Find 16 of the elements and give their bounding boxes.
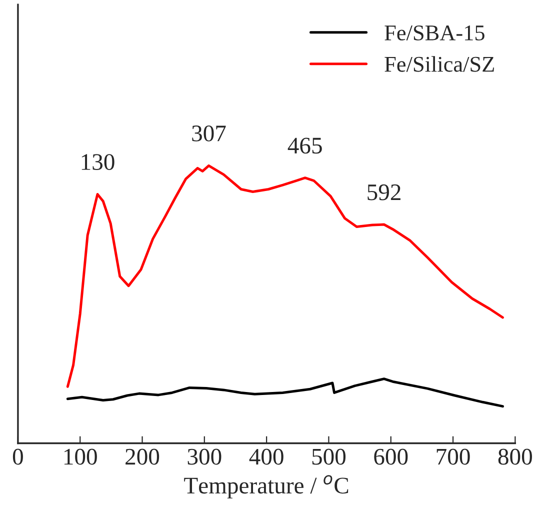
- x-tick-label: 100: [64, 448, 97, 465]
- x-tick-label: 0: [12, 448, 23, 465]
- annotation: 130: [82, 154, 114, 170]
- x-axis-title: Temperature / $^{o}$C: [184, 475, 348, 498]
- x-tick-label: 600: [374, 448, 408, 465]
- legend-label: Fe/SBA-15: [384, 25, 484, 40]
- x-tick-label: 800: [498, 448, 532, 465]
- annotation: 592: [368, 184, 400, 200]
- x-tick-label: 300: [188, 448, 222, 465]
- annotation: 307: [192, 125, 226, 142]
- x-tick-label: 500: [312, 448, 346, 465]
- annotation: 465: [288, 138, 322, 154]
- x-tick-label: 200: [126, 448, 160, 465]
- x-tick-label: 400: [249, 448, 284, 465]
- legend-label: Fe/Silica/SZ: [384, 56, 494, 72]
- x-tick-label: 700: [436, 448, 470, 465]
